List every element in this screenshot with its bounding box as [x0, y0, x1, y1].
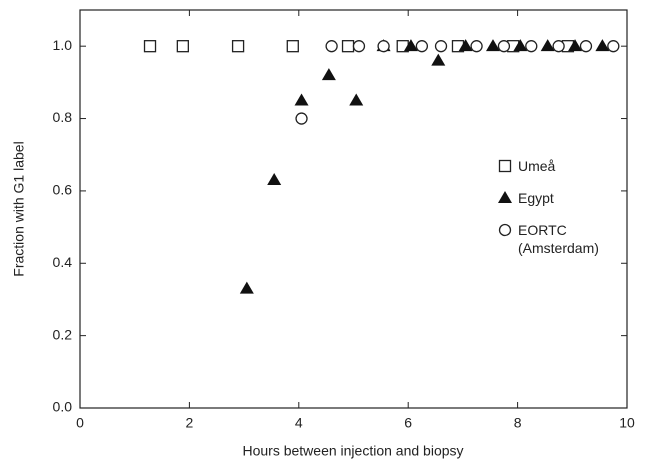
x-tick-label: 6	[404, 415, 412, 431]
triangle-marker	[485, 39, 500, 52]
legend-entry: Egypt	[518, 190, 554, 206]
circle-marker	[498, 223, 512, 237]
circle-marker	[377, 40, 390, 53]
triangle-marker	[568, 39, 583, 52]
triangle-marker	[458, 39, 473, 52]
circle-marker	[579, 40, 593, 53]
circle-marker	[525, 40, 538, 53]
y-tick-label: 0.4	[53, 254, 73, 270]
y-tick-label: 0.0	[53, 399, 73, 415]
circle-marker	[352, 40, 366, 53]
x-axis-label: Hours between injection and biopsy	[242, 443, 463, 459]
circle-marker	[497, 40, 511, 53]
x-tick-label: 2	[186, 415, 194, 431]
square-marker	[143, 40, 157, 53]
square-marker	[286, 40, 299, 53]
y-tick-label: 0.8	[53, 109, 73, 125]
y-tick-label: 1.0	[53, 37, 73, 53]
y-tick-label: 0.6	[53, 182, 73, 198]
triangle-marker	[595, 39, 610, 52]
x-tick-label: 4	[295, 415, 303, 431]
y-tick-label: 0.2	[53, 326, 73, 342]
triangle-marker	[349, 93, 364, 106]
circle-marker	[325, 40, 338, 53]
circle-marker	[415, 40, 429, 53]
legend-label: Egypt	[518, 190, 554, 206]
x-tick-label: 8	[514, 415, 522, 431]
plot-frame	[79, 9, 628, 409]
circle-marker	[295, 112, 308, 125]
legend-entry: Umeå	[518, 158, 556, 174]
square-marker	[498, 159, 512, 173]
triangle-marker	[513, 39, 528, 52]
legend-label: EORTC (Amsterdam)	[518, 222, 599, 256]
triangle-marker	[267, 173, 282, 186]
triangle-marker	[540, 39, 555, 52]
triangle-marker	[294, 93, 309, 106]
y-axis-label: Fraction with G1 label	[11, 141, 27, 276]
triangle-marker	[321, 68, 336, 81]
circle-marker	[434, 40, 448, 53]
triangle-marker	[498, 191, 512, 203]
triangle-marker	[239, 281, 254, 294]
x-tick-label: 10	[619, 415, 635, 431]
square-marker	[231, 40, 245, 53]
legend-entry: EORTC (Amsterdam)	[518, 222, 599, 256]
triangle-marker	[403, 39, 418, 52]
x-tick-label: 0	[76, 415, 84, 431]
circle-marker	[607, 40, 620, 53]
circle-marker	[552, 40, 565, 53]
circle-marker	[470, 40, 483, 53]
legend-label: Umeå	[518, 158, 556, 174]
square-marker	[341, 40, 355, 53]
triangle-marker	[431, 53, 446, 66]
square-marker	[176, 40, 189, 53]
